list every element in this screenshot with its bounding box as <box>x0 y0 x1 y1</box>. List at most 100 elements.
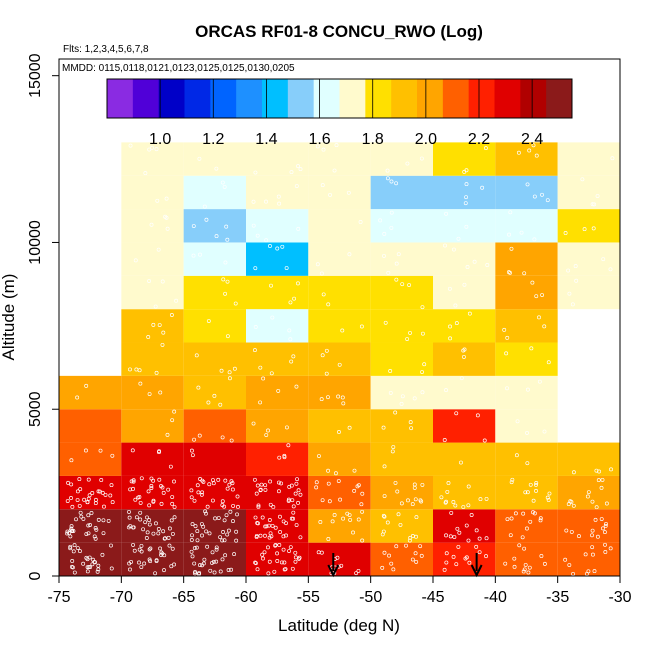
sample-point <box>130 448 135 453</box>
sample-point <box>566 268 571 273</box>
sample-point <box>546 498 551 502</box>
heatmap-cell <box>183 275 246 310</box>
sample-point <box>399 501 404 506</box>
sample-point <box>208 568 213 573</box>
sample-point <box>229 567 234 572</box>
sample-point <box>296 556 301 561</box>
sample-point <box>567 291 572 296</box>
sample-point <box>609 467 613 472</box>
colorbar-segment <box>339 79 366 118</box>
sample-point <box>223 553 228 558</box>
heatmap-cell <box>246 442 309 476</box>
sample-point <box>192 437 197 442</box>
x-tick-label: -70 <box>110 589 133 606</box>
sample-point <box>396 252 401 257</box>
sample-point <box>534 482 538 487</box>
sample-point <box>69 496 73 500</box>
sample-point <box>577 534 581 539</box>
sample-point <box>542 561 547 566</box>
sample-point <box>451 500 456 504</box>
sample-point <box>319 397 324 402</box>
sample-point <box>590 528 595 533</box>
sample-point <box>528 519 533 524</box>
heatmap-cell <box>183 242 246 276</box>
sample-point <box>200 533 204 538</box>
heatmap-cell <box>557 509 620 543</box>
sample-point <box>225 486 230 491</box>
sample-point <box>101 518 106 523</box>
sample-point <box>129 479 134 484</box>
sample-point <box>221 277 226 282</box>
sample-point <box>502 327 507 332</box>
sample-point <box>86 513 91 518</box>
sample-point <box>151 499 156 504</box>
sample-point <box>359 324 364 329</box>
sample-point <box>196 385 201 390</box>
heatmap-cell <box>308 209 371 243</box>
heatmap-cell <box>59 409 122 443</box>
colorbar-tick-label: 2.4 <box>521 131 543 148</box>
sample-point <box>271 505 276 509</box>
sample-point <box>459 376 464 381</box>
heatmap-cell <box>557 242 620 276</box>
sample-point <box>601 257 606 262</box>
sample-point <box>279 560 284 565</box>
sample-point <box>227 370 232 375</box>
sample-point <box>478 497 483 502</box>
sample-point <box>540 293 545 297</box>
sample-point <box>326 468 331 473</box>
sample-point <box>145 515 149 520</box>
sample-point <box>200 478 205 483</box>
sample-point <box>218 535 223 540</box>
heatmap-cell <box>370 275 433 310</box>
sample-point <box>389 225 394 230</box>
heatmap-cell <box>557 175 620 210</box>
sample-point <box>266 571 271 576</box>
sample-point <box>289 170 294 175</box>
y-axis: 0 5000 10000 15000 <box>27 53 60 580</box>
sample-point <box>220 499 225 504</box>
arrow-marker-head <box>470 564 483 578</box>
sample-point <box>273 525 278 530</box>
sample-point <box>201 524 206 529</box>
sample-point <box>382 231 387 236</box>
sample-point <box>444 211 449 216</box>
colorbar-tick-label: 1.2 <box>202 131 224 148</box>
sample-point <box>161 330 166 335</box>
heatmap-cell <box>246 375 309 410</box>
sample-point <box>68 546 73 551</box>
sample-point <box>270 523 275 528</box>
y-axis-label: Altitude (m) <box>0 274 18 361</box>
sample-point <box>142 561 147 566</box>
colorbar-segment <box>417 79 444 118</box>
heatmap-cell <box>370 309 433 343</box>
sample-point <box>131 542 135 547</box>
sample-point <box>210 550 215 555</box>
sample-point <box>128 524 133 529</box>
sample-point <box>542 324 547 329</box>
sample-point <box>81 561 86 566</box>
sample-point <box>347 425 352 430</box>
sample-point <box>385 168 390 173</box>
sample-point <box>595 194 600 198</box>
sample-point <box>214 234 219 239</box>
sample-point <box>154 521 158 526</box>
sample-point <box>138 517 143 522</box>
sample-point <box>287 328 292 333</box>
sample-point <box>341 516 346 521</box>
heatmap-cell <box>121 375 184 410</box>
sample-point <box>225 279 230 284</box>
sample-point <box>296 164 300 169</box>
sample-point <box>542 429 547 434</box>
sample-point <box>286 498 291 503</box>
sample-point <box>394 181 399 186</box>
sample-point <box>83 448 88 453</box>
sample-point <box>74 517 78 522</box>
heatmap-cell <box>370 542 433 576</box>
sample-point <box>147 392 152 396</box>
sample-point <box>484 496 489 501</box>
sample-point <box>414 515 419 520</box>
sample-point <box>189 495 194 500</box>
sample-point <box>529 346 534 351</box>
sample-point <box>590 545 595 550</box>
